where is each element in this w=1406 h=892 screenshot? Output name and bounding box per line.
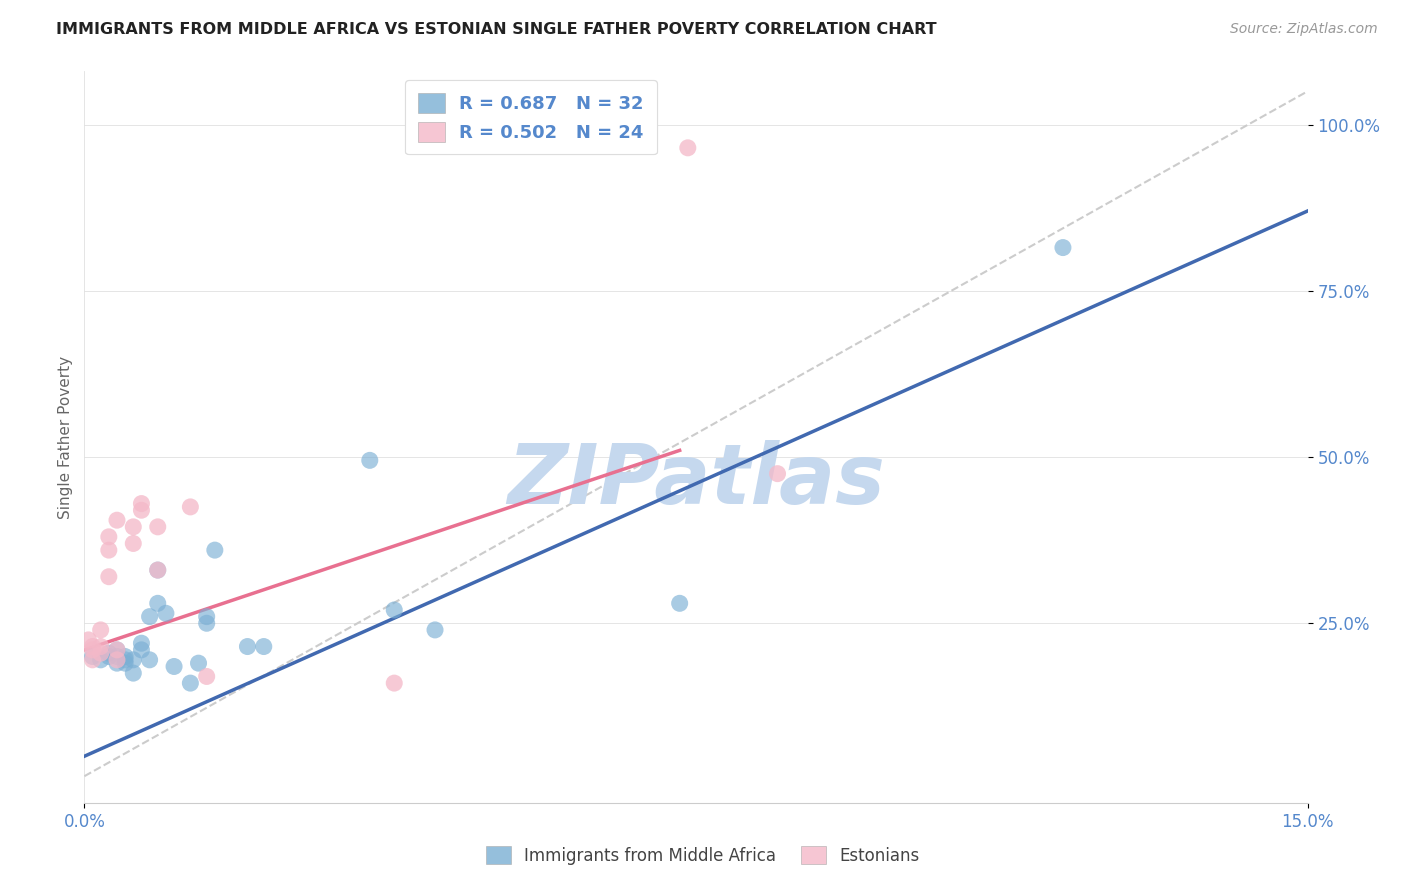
Point <box>359 453 381 467</box>
Point <box>146 596 169 610</box>
Point <box>90 623 112 637</box>
Point <box>1052 241 1074 255</box>
Point <box>105 643 128 657</box>
Point <box>114 649 136 664</box>
Text: ZIPatlas: ZIPatlas <box>508 441 884 522</box>
Point <box>97 646 120 660</box>
Point <box>90 646 112 660</box>
Point <box>97 530 120 544</box>
Point <box>131 643 153 657</box>
Point <box>114 656 136 670</box>
Point <box>131 636 153 650</box>
Point <box>97 543 120 558</box>
Legend: Immigrants from Middle Africa, Estonians: Immigrants from Middle Africa, Estonians <box>477 836 929 875</box>
Point <box>122 536 145 550</box>
Point <box>105 656 128 670</box>
Point <box>253 640 276 654</box>
Point <box>155 607 177 621</box>
Point <box>668 596 690 610</box>
Text: Source: ZipAtlas.com: Source: ZipAtlas.com <box>1230 22 1378 37</box>
Point <box>105 649 128 664</box>
Point <box>97 649 120 664</box>
Point <box>766 467 789 481</box>
Point <box>82 649 104 664</box>
Point <box>105 643 128 657</box>
Point <box>90 653 112 667</box>
Point <box>77 632 100 647</box>
Point <box>90 640 112 654</box>
Point <box>179 500 201 514</box>
Point <box>187 656 209 670</box>
Point <box>195 669 218 683</box>
Point <box>423 623 446 637</box>
Point <box>122 666 145 681</box>
Point <box>146 563 169 577</box>
Text: IMMIGRANTS FROM MIDDLE AFRICA VS ESTONIAN SINGLE FATHER POVERTY CORRELATION CHAR: IMMIGRANTS FROM MIDDLE AFRICA VS ESTONIA… <box>56 22 936 37</box>
Point <box>105 513 128 527</box>
Point <box>382 603 405 617</box>
Point <box>82 653 104 667</box>
Point <box>131 503 153 517</box>
Point <box>114 653 136 667</box>
Point <box>82 640 104 654</box>
Point <box>163 659 186 673</box>
Legend: R = 0.687   N = 32, R = 0.502   N = 24: R = 0.687 N = 32, R = 0.502 N = 24 <box>405 80 657 154</box>
Point <box>195 616 218 631</box>
Point <box>179 676 201 690</box>
Y-axis label: Single Father Poverty: Single Father Poverty <box>58 356 73 518</box>
Point <box>105 653 128 667</box>
Point <box>676 141 699 155</box>
Point <box>122 653 145 667</box>
Point <box>122 520 145 534</box>
Point <box>146 563 169 577</box>
Point <box>236 640 259 654</box>
Point <box>131 497 153 511</box>
Point <box>138 609 160 624</box>
Point <box>138 653 160 667</box>
Point <box>146 520 169 534</box>
Point <box>82 643 104 657</box>
Point <box>204 543 226 558</box>
Point <box>195 609 218 624</box>
Point <box>382 676 405 690</box>
Point <box>97 570 120 584</box>
